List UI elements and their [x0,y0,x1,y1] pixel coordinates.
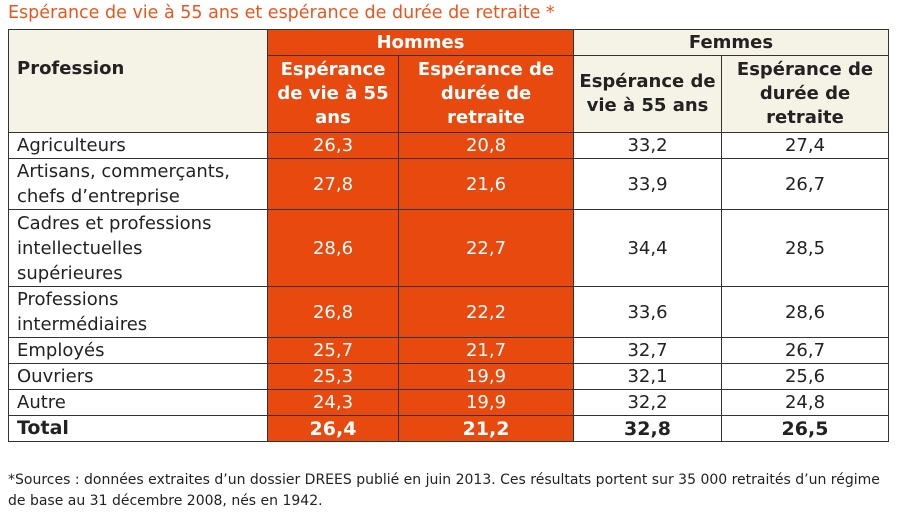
profession-label: Artisans, commerçants, chefs d’entreprise [8,158,268,210]
line-text: Espérance de [736,59,874,80]
hommes-retraite-cell: 19,9 [398,389,574,416]
total-row: Total 26,4 21,2 32,8 26,5 [8,415,889,442]
table-row: Artisans, commerçants, chefs d’entreprise… [8,158,889,210]
table-row: Ouvriers 25,3 19,9 32,1 25,6 [8,363,889,390]
footnote-line: *Sources : données extraites d’un dossie… [8,472,880,488]
hommes-vie-header: Espérance de vie à 55 ans [267,55,399,133]
hommes-retraite-cell: 21,7 [398,337,574,364]
total-hommes-retraite: 21,2 [398,415,574,442]
femmes-retraite-cell: 26,7 [721,158,889,210]
line-text: intellectuelles [17,237,143,259]
hommes-retraite-cell: 22,7 [398,209,574,287]
footnote: *Sources : données extraites d’un dossie… [8,470,888,512]
femmes-vie-header: Espérance de vie à 55 ans [573,55,722,133]
femmes-vie-cell: 33,6 [573,286,722,338]
femmes-group-header: Femmes [573,29,889,56]
line-text: Cadres et professions [17,212,212,234]
hommes-vie-cell: 28,6 [267,209,399,287]
table-row: Autre 24,3 19,9 32,2 24,8 [8,389,889,416]
line-text: durée de [759,83,851,104]
total-hommes-vie: 26,4 [267,415,399,442]
hommes-vie-cell: 26,3 [267,132,399,159]
femmes-retraite-cell: 26,7 [721,337,889,364]
profession-label: Cadres et professions intellectuelles supé… [8,209,268,287]
femmes-vie-cell: 32,2 [573,389,722,416]
line-text: retraite [447,107,525,128]
line-text: supérieures [17,262,123,284]
line-text: Espérance [280,59,386,80]
femmes-vie-cell: 32,7 [573,337,722,364]
line-text: Agriculteurs [17,135,126,156]
profession-label: Autre [8,389,268,416]
hommes-vie-cell: 27,8 [267,158,399,210]
profession-label: Professions intermédiaires [8,286,268,338]
line-text: Employés [17,340,105,361]
life-expectancy-table: Profession Hommes Femmes Espérance de vie… [8,29,889,442]
femmes-vie-cell: 33,9 [573,158,722,210]
hommes-vie-cell: 24,3 [267,389,399,416]
hommes-retraite-cell: 20,8 [398,132,574,159]
femmes-retraite-cell: 24,8 [721,389,889,416]
hommes-retraite-cell: 22,2 [398,286,574,338]
profession-label: Agriculteurs [8,132,268,159]
hommes-vie-cell: 25,7 [267,337,399,364]
footnote-line: de base au 31 décembre 2008, nés en 1942… [8,493,323,509]
line-text: Autre [17,392,66,413]
line-text: Espérance de [579,71,716,92]
table-row: Cadres et professions intellectuelles supé… [8,209,889,287]
line-text: Professions [17,289,119,310]
table-title: Espérance de vie à 55 ans et espérance d… [8,3,555,23]
profession-label: Ouvriers [8,363,268,390]
total-femmes-vie: 32,8 [573,415,722,442]
line-text: Ouvriers [17,366,94,387]
profession-label: Employés [8,337,268,364]
hommes-retraite-header: Espérance de durée de retraite [398,55,574,133]
femmes-retraite-header: Espérance de durée de retraite [721,55,889,133]
femmes-retraite-cell: 28,5 [721,209,889,287]
line-text: Espérance de [417,59,555,80]
total-femmes-retraite: 26,5 [721,415,889,442]
femmes-vie-cell: 33,2 [573,132,722,159]
line-text: chefs d’entreprise [17,186,180,207]
line-text: de vie à 55 [277,83,389,104]
table-row: Agriculteurs 26,3 20,8 33,2 27,4 [8,132,889,159]
hommes-vie-cell: 26,8 [267,286,399,338]
hommes-group-header: Hommes [267,29,574,56]
femmes-retraite-cell: 27,4 [721,132,889,159]
total-label: Total [8,415,268,442]
line-text: durée de [440,83,532,104]
line-text: ans [315,107,351,128]
femmes-retraite-cell: 25,6 [721,363,889,390]
table-row: Employés 25,7 21,7 32,7 26,7 [8,337,889,364]
table-row: Professions intermédiaires 26,8 22,2 33,6 28,… [8,286,889,338]
femmes-vie-cell: 32,1 [573,363,722,390]
line-text: intermédiaires [17,314,148,335]
hommes-vie-cell: 25,3 [267,363,399,390]
hommes-retraite-cell: 21,6 [398,158,574,210]
line-text: Artisans, commerçants, [17,161,230,182]
line-text: vie à 55 ans [586,95,709,116]
hommes-retraite-cell: 19,9 [398,363,574,390]
femmes-retraite-cell: 28,6 [721,286,889,338]
profession-header: Profession [8,29,268,133]
line-text: retraite [766,107,844,128]
femmes-vie-cell: 34,4 [573,209,722,287]
